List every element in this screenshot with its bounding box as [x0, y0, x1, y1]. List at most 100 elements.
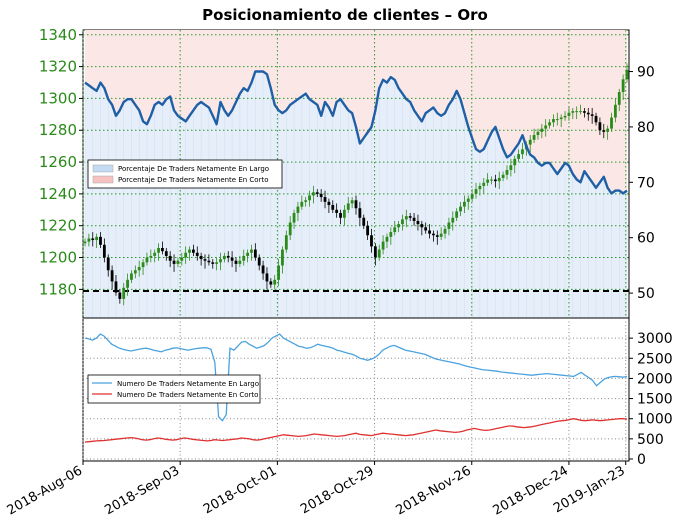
candle-body [424, 227, 428, 231]
candle-body [401, 219, 404, 225]
price-panel: 1180 1200 1220 1240 1260 1280 1300 1320 1340 50 6… [39, 26, 655, 319]
candle-body [284, 235, 288, 250]
date-tick-label: 2018-Oct-29 [298, 463, 376, 517]
candle-body [130, 273, 133, 280]
candle-body [261, 265, 265, 274]
candle-body [501, 174, 505, 178]
candle-body [215, 262, 219, 264]
candle-body [370, 235, 373, 247]
candle-body [505, 170, 509, 175]
candle-body [466, 198, 470, 202]
candle-body [350, 200, 354, 204]
candle-body [137, 267, 141, 271]
candle-body [470, 193, 474, 199]
candle-body [478, 185, 482, 190]
candle-body [544, 125, 548, 129]
percent-tick-label: 80 [637, 120, 655, 136]
net-short-traders-series [84, 418, 628, 443]
candle-body [257, 257, 261, 266]
percent-axis-ticks: 50 60 70 80 90 [629, 65, 655, 302]
candle-body [339, 212, 342, 218]
candle-body [408, 216, 412, 218]
candle-body [91, 238, 95, 241]
price-tick-label: 1180 [39, 280, 77, 298]
candle-body [342, 209, 346, 218]
price-tick-label: 1340 [39, 26, 77, 44]
percent-tick-label: 90 [637, 65, 655, 81]
price-tick-label: 1240 [39, 185, 77, 203]
candle-body [161, 247, 164, 252]
date-tick-label: 2018-Aug-06 [5, 463, 85, 518]
candle-body [219, 259, 222, 263]
candle-body [548, 122, 551, 126]
price-candles [83, 63, 629, 306]
candle-body [404, 216, 408, 220]
candle-body [110, 270, 114, 282]
candle-body [397, 224, 400, 228]
price-tick-label: 1320 [39, 58, 77, 76]
legend-label: Numero De Traders Netamente En Corto [117, 391, 258, 399]
percent-tick-label: 50 [637, 286, 655, 302]
candle-body [602, 130, 606, 132]
candle-body [389, 232, 393, 237]
candle-body [493, 179, 497, 182]
candle-body [366, 225, 370, 236]
candle-body [122, 287, 126, 299]
candle-body [192, 249, 195, 253]
date-axis-ticks: 2018-Aug-06 2018-Sep-03 2018-Oct-01 2018-Oc… [5, 461, 628, 519]
candle-body [184, 252, 188, 258]
candle-body [83, 241, 87, 244]
candle-body [447, 222, 451, 229]
price-tick-label: 1280 [39, 121, 77, 139]
candle-body [373, 246, 377, 258]
candle-body [598, 122, 602, 131]
candle-body [87, 238, 91, 242]
legend-label: Porcentaje De Traders Netamente En Corto [118, 176, 269, 184]
candle-body [222, 255, 226, 260]
legend-label: Numero De Traders Netamente En Largo [117, 380, 259, 388]
candle-body [540, 128, 544, 132]
net-long-percent-line [84, 70, 628, 195]
price-panel-legend: Porcentaje De Traders Netamente En Largo… [87, 159, 283, 189]
candle-body [559, 117, 563, 120]
candle-body [497, 177, 501, 182]
candle-body [412, 217, 416, 221]
candle-body [528, 139, 532, 145]
candle-body [296, 206, 300, 213]
candle-body [288, 222, 292, 236]
candle-body [141, 262, 145, 268]
date-tick-label: 2018-Oct-01 [201, 463, 279, 517]
candle-body [416, 220, 420, 225]
candle-body [126, 279, 129, 288]
candle-body [331, 205, 335, 210]
candle-body [106, 257, 110, 271]
candle-body [312, 192, 315, 196]
net-long-traders-series [84, 333, 628, 422]
candle-body [180, 257, 184, 261]
traders-axis-ticks: 0 500 1000 1500 2000 2500 3000 [629, 331, 673, 468]
candle-body [428, 230, 431, 234]
candle-body [513, 158, 517, 166]
candle-body [265, 273, 269, 282]
candle-body [532, 135, 536, 140]
candle-body [157, 247, 160, 253]
traders-panel-legend: Numero De Traders Netamente En Largo Nume… [87, 374, 261, 404]
candle-body [459, 206, 462, 212]
price-tick-label: 1260 [39, 153, 77, 171]
candle-body [95, 236, 99, 241]
candle-body [207, 260, 211, 263]
candle-body [346, 203, 350, 210]
candle-body [102, 244, 106, 258]
date-tick-label: 2018-Sep-03 [102, 463, 182, 518]
traders-tick-label: 500 [637, 432, 664, 448]
candle-body [443, 228, 447, 234]
candle-body [211, 262, 215, 264]
candle-body [610, 117, 613, 129]
candle-body [315, 192, 319, 194]
candle-body [354, 200, 358, 209]
candle-body [238, 260, 242, 264]
candle-body [625, 69, 629, 80]
candle-body [381, 241, 385, 250]
candle-body [176, 260, 180, 264]
